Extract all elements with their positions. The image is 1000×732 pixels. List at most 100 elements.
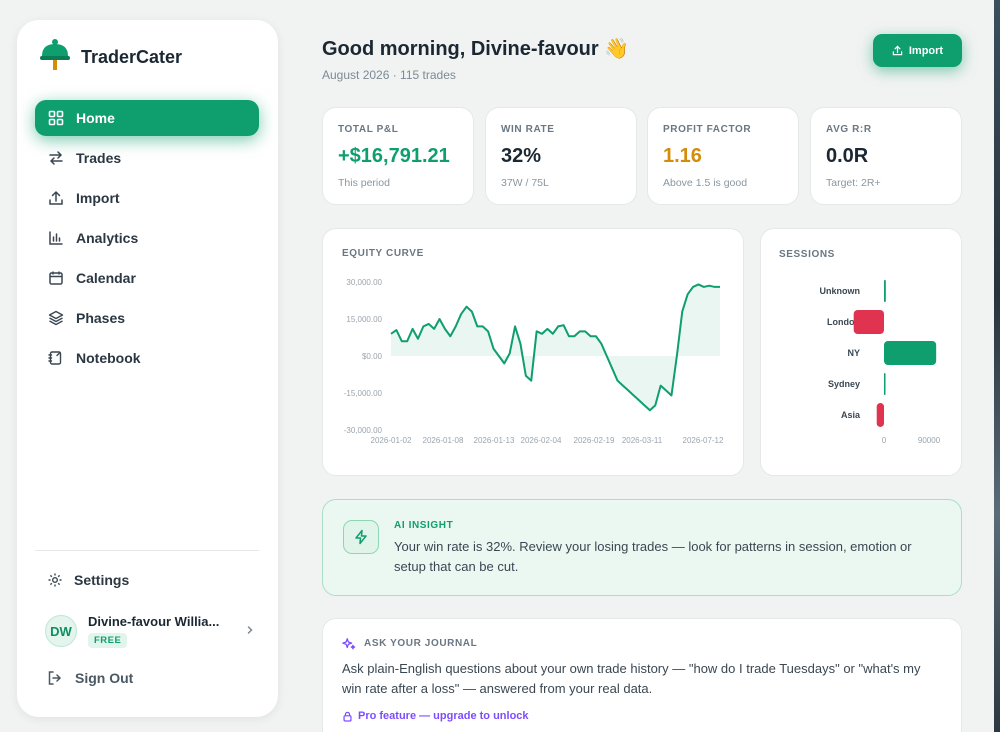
notebook-icon xyxy=(47,349,65,367)
y-tick-label: 30,000.00 xyxy=(346,278,382,287)
bar-chart-icon xyxy=(47,229,65,247)
upload-icon xyxy=(892,45,903,56)
y-tick-label: -15,000.00 xyxy=(344,389,383,398)
sign-out-icon xyxy=(47,670,63,686)
nav-item-trades[interactable]: Trades xyxy=(35,140,259,176)
y-tick-label: $0.00 xyxy=(362,352,383,361)
session-label: Asia xyxy=(841,410,861,420)
ai-insight-text: Your win rate is 32%. Review your losing… xyxy=(394,539,912,574)
ask-journal-text: Ask plain-English questions about your o… xyxy=(342,661,921,696)
import-button-label: Import xyxy=(908,44,944,57)
session-bar xyxy=(884,373,886,395)
stat-label: WIN RATE xyxy=(501,124,555,135)
nav-item-import[interactable]: Import xyxy=(35,180,259,216)
session-bar xyxy=(876,403,884,427)
equity-curve-chart: 30,000.00 15,000.00 $0.00 -15,000.00 -30,000… xyxy=(344,278,724,445)
x-tick-label: 2026-02-04 xyxy=(521,436,562,445)
stat-label: PROFIT FACTOR xyxy=(663,124,752,135)
nav-label: Analytics xyxy=(76,230,139,246)
y-tick-label: -30,000.00 xyxy=(344,426,383,435)
equity-area xyxy=(391,284,720,411)
sign-out-label: Sign Out xyxy=(75,670,134,686)
plan-badge: FREE xyxy=(88,633,128,648)
nav-label: Calendar xyxy=(76,270,136,286)
session-label: Sydney xyxy=(828,379,860,389)
sparkles-icon xyxy=(342,637,356,651)
session-label: NY xyxy=(847,348,860,358)
ask-journal-label: ASK YOUR JOURNAL xyxy=(364,638,478,649)
stat-sub: Above 1.5 is good xyxy=(663,177,748,189)
upload-icon xyxy=(47,189,65,207)
stat-card-total-pnl: TOTAL P&L +$16,791.21 This period xyxy=(322,107,474,205)
session-bar xyxy=(853,310,884,334)
stat-label: AVG R:R xyxy=(826,124,872,135)
nav-label: Trades xyxy=(76,150,122,166)
ai-insight-card: AI INSIGHT Your win rate is 32%. Review … xyxy=(322,499,962,596)
session-bar xyxy=(884,280,886,302)
nav-item-analytics[interactable]: Analytics xyxy=(35,220,259,256)
x-tick-label: 0 xyxy=(882,436,887,445)
user-name: Divine-favour Willia... xyxy=(88,614,220,629)
nav-item-calendar[interactable]: Calendar xyxy=(35,260,259,296)
stat-value: 32% xyxy=(501,145,542,167)
stat-sub: 37W / 75L xyxy=(501,177,549,189)
equity-curve-card: EQUITY CURVE 30,000.00 15,000.00 $0.00 -15,… xyxy=(322,228,744,476)
equity-line xyxy=(390,283,720,412)
stat-label: TOTAL P&L xyxy=(338,124,399,135)
layers-icon xyxy=(47,309,65,327)
sidebar: TraderCater Home Trades Import Analytics xyxy=(17,20,278,717)
x-tick-label: 90000 xyxy=(918,436,941,445)
stat-card-avg-rr: AVG R:R 0.0R Target: 2R+ xyxy=(810,107,962,205)
settings-label: Settings xyxy=(74,572,130,588)
import-button[interactable]: Import xyxy=(873,34,962,67)
nav-item-notebook[interactable]: Notebook xyxy=(35,340,259,376)
nav-label: Notebook xyxy=(76,350,141,366)
session-label: London xyxy=(827,317,860,327)
session-label: Unknown xyxy=(820,286,861,296)
nav-label: Phases xyxy=(76,310,126,326)
x-tick-label: 2026-01-13 xyxy=(474,436,515,445)
grid-icon xyxy=(47,109,65,127)
stat-sub: Target: 2R+ xyxy=(826,177,881,189)
x-tick-label: 2026-01-02 xyxy=(371,436,412,445)
user-profile[interactable]: DW Divine-favour Willia... FREE xyxy=(45,614,255,648)
stat-value: +$16,791.21 xyxy=(338,145,450,167)
background-window-edge xyxy=(994,0,1000,732)
pro-upgrade-link[interactable]: Pro feature — upgrade to unlock xyxy=(342,710,529,722)
stat-card-profit-factor: PROFIT FACTOR 1.16 Above 1.5 is good xyxy=(647,107,799,205)
ask-journal-card: ASK YOUR JOURNAL Ask plain-English quest… xyxy=(322,618,962,732)
y-tick-label: 15,000.00 xyxy=(346,315,382,324)
equity-curve-title: EQUITY CURVE xyxy=(342,248,424,259)
nav-item-phases[interactable]: Phases xyxy=(35,300,259,336)
stat-value: 0.0R xyxy=(826,145,869,167)
sessions-card: SESSIONS Unknown London NY Sydney Asia 0 90000 xyxy=(760,228,962,476)
nav-item-home[interactable]: Home xyxy=(35,100,259,136)
nav-label: Import xyxy=(76,190,120,206)
stat-sub: This period xyxy=(338,177,390,189)
sessions-title: SESSIONS xyxy=(779,249,835,260)
x-tick-label: 2026-03-11 xyxy=(622,436,663,445)
sign-out-link[interactable]: Sign Out xyxy=(47,670,133,686)
app-name: TraderCater xyxy=(81,47,183,67)
page-subtitle: August 2026 · 115 trades xyxy=(322,68,456,82)
x-tick-label: 2026-07-12 xyxy=(683,436,724,445)
calendar-icon xyxy=(47,269,65,287)
avatar: DW xyxy=(45,615,77,647)
cloche-logo-icon xyxy=(39,38,71,77)
chevron-right-icon xyxy=(245,622,255,640)
sessions-chart: Unknown London NY Sydney Asia 0 90000 xyxy=(820,280,941,445)
lock-icon xyxy=(342,711,353,722)
settings-link[interactable]: Settings xyxy=(47,572,129,588)
x-tick-label: 2026-02-19 xyxy=(574,436,615,445)
session-bar xyxy=(884,341,937,365)
gear-icon xyxy=(47,572,63,588)
app-logo[interactable]: TraderCater xyxy=(39,38,182,77)
lightning-icon xyxy=(343,520,379,554)
stat-card-win-rate: WIN RATE 32% 37W / 75L xyxy=(485,107,637,205)
nav-label: Home xyxy=(76,110,115,126)
pro-upgrade-label: Pro feature — upgrade to unlock xyxy=(358,710,529,722)
ai-insight-label: AI INSIGHT xyxy=(394,520,454,531)
arrows-left-right-icon xyxy=(47,149,65,167)
x-tick-label: 2026-01-08 xyxy=(423,436,464,445)
sidebar-divider xyxy=(35,550,259,551)
